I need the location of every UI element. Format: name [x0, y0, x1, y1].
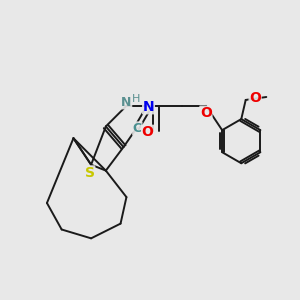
- Text: O: O: [142, 125, 154, 139]
- Text: H: H: [132, 94, 140, 104]
- Text: O: O: [249, 91, 261, 105]
- Text: S: S: [85, 166, 94, 180]
- Text: O: O: [200, 106, 212, 120]
- Text: C: C: [133, 122, 142, 135]
- Text: N: N: [121, 96, 132, 109]
- Text: N: N: [143, 100, 154, 114]
